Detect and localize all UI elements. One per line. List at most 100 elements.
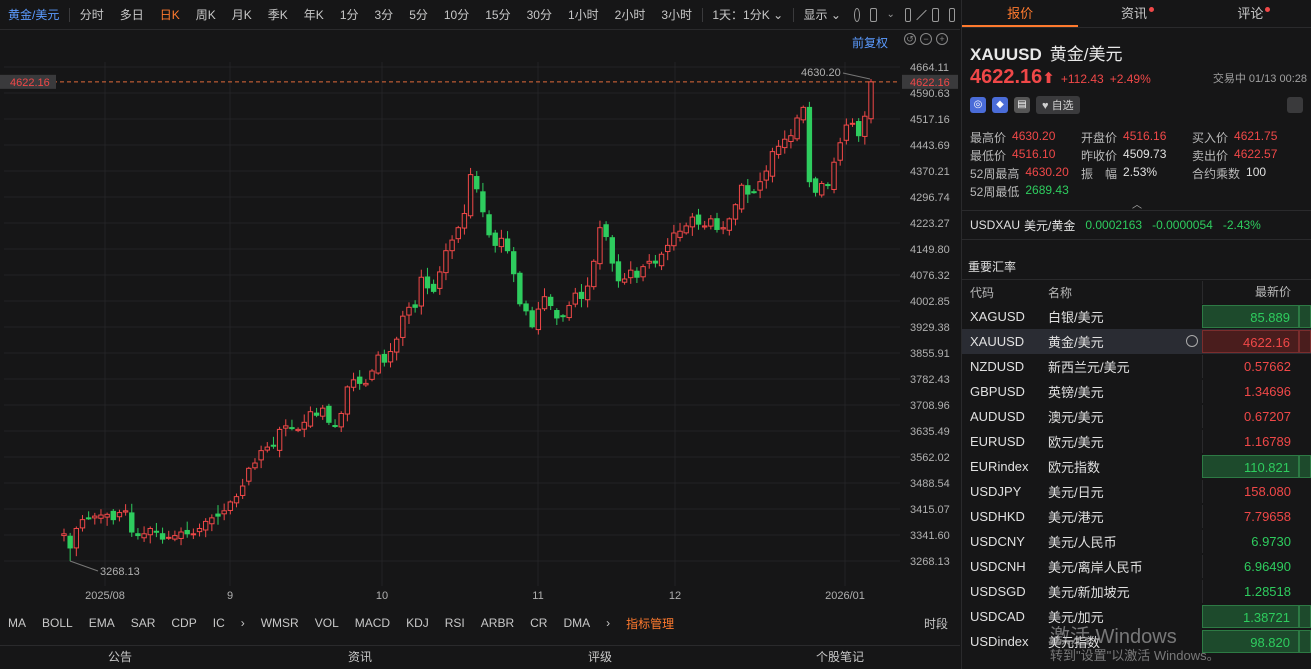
- reset-icon[interactable]: ↺: [904, 33, 916, 45]
- fx-row[interactable]: USDJPY 美元/日元 158.080: [962, 479, 1311, 504]
- restore-right-button[interactable]: 前复权: [852, 36, 889, 50]
- candle-body: [554, 310, 560, 319]
- fx-row[interactable]: USDCNH 美元/离岸人民币 6.96490: [962, 554, 1311, 579]
- cross-rate-row[interactable]: USDXAU 美元/黄金 0.0002163 -0.0000054 -2.43%: [962, 210, 1311, 240]
- fx-row[interactable]: GBPUSD 英镑/美元 1.34696: [962, 379, 1311, 404]
- period-tab[interactable]: 1小时: [567, 7, 599, 22]
- fx-flash-edge: [1299, 330, 1311, 353]
- bottom-tab[interactable]: 公告: [107, 650, 132, 664]
- candlestick-chart[interactable]: 4664.11 4590.63 4517.16 4443.69 4370.21 4296.…: [0, 30, 960, 605]
- indicator-item[interactable]: VOL: [314, 616, 339, 630]
- low-label: 3268.13: [100, 566, 140, 578]
- bell-icon[interactable]: [1287, 97, 1303, 113]
- ratio-selector[interactable]: 1天：1分K ⌄: [712, 7, 784, 22]
- settings-icon[interactable]: [853, 7, 861, 22]
- period-tab[interactable]: 15分: [485, 7, 511, 22]
- zoom-in-icon[interactable]: +: [936, 33, 948, 45]
- chart-svg[interactable]: 4664.11 4590.63 4517.16 4443.69 4370.21 4296.…: [0, 30, 960, 605]
- fx-price: 158.080: [1202, 480, 1299, 503]
- note-icon[interactable]: ▤: [1014, 97, 1030, 113]
- period-tab[interactable]: 5分: [409, 7, 428, 22]
- indicator-item[interactable]: BOLL: [42, 616, 73, 630]
- quote-tab[interactable]: 报价: [962, 0, 1079, 27]
- indicator-next-icon[interactable]: ›: [606, 616, 611, 630]
- indicator-item[interactable]: EMA: [88, 616, 115, 630]
- period-tab[interactable]: 分时: [79, 7, 104, 22]
- indicator-item[interactable]: CR: [530, 616, 548, 630]
- checkbox-icon[interactable]: [870, 7, 877, 22]
- indicator-manager[interactable]: 指标管理: [626, 616, 675, 631]
- col-price[interactable]: 最新价: [1202, 280, 1299, 304]
- bottom-tab[interactable]: 个股笔记: [815, 650, 864, 664]
- zoom-out-icon[interactable]: −: [920, 33, 932, 45]
- fx-row[interactable]: AUDUSD 澳元/美元 0.67207: [962, 404, 1311, 429]
- indicator-item[interactable]: MA: [8, 616, 26, 630]
- indicator-item[interactable]: ARBR: [480, 616, 515, 630]
- display-dropdown[interactable]: 显示 ⌄: [803, 7, 841, 22]
- fx-code: XAGUSD: [970, 309, 1025, 324]
- x-tick-label: 11: [532, 590, 543, 602]
- period-tab[interactable]: 日K: [159, 7, 180, 22]
- indicator-item[interactable]: SAR: [130, 616, 156, 630]
- candle-body: [202, 520, 209, 531]
- period-tab[interactable]: 多日: [119, 7, 144, 22]
- fx-row[interactable]: EURindex 欧元指数 110.821: [962, 454, 1311, 479]
- fx-row[interactable]: USDCNY 美元/人民币 6.9730: [962, 529, 1311, 554]
- col-name[interactable]: 名称: [1048, 285, 1073, 300]
- indicator-bar: MA BOLL EMA SAR CDP IC › WMSR VOL MACD KDJ RSI ARBR C…: [0, 612, 960, 634]
- fx-row[interactable]: NZDUSD 新西兰元/美元 0.57662: [962, 354, 1311, 379]
- stat-label: 开盘价: [1081, 130, 1118, 145]
- col-code[interactable]: 代码: [970, 285, 995, 300]
- indicator-item[interactable]: IC: [212, 616, 225, 630]
- fx-row[interactable]: USDCAD 美元/加元 1.38721: [962, 604, 1311, 629]
- session-button[interactable]: 时段: [923, 616, 948, 631]
- indicator-item[interactable]: MACD: [354, 616, 391, 630]
- quote-tab[interactable]: 资讯: [1078, 0, 1194, 27]
- period-tab[interactable]: 年K: [303, 7, 324, 22]
- quote-tab[interactable]: 评论: [1195, 0, 1311, 27]
- fullscreen-icon[interactable]: [948, 7, 955, 22]
- candle-body: [172, 535, 178, 540]
- x-tick-label: 2026/01: [825, 590, 865, 602]
- stat-row: 52周最高 4630.20 振 幅 2.53% 合约乘数 100: [970, 164, 1306, 182]
- period-tab[interactable]: 10分: [443, 7, 470, 22]
- bottom-tab[interactable]: 资讯: [347, 650, 372, 664]
- tag-icon[interactable]: ◆: [992, 97, 1008, 113]
- favorite-button[interactable]: ♥ 自选: [1036, 96, 1080, 114]
- period-tab[interactable]: 30分: [526, 7, 552, 22]
- period-tab[interactable]: 3分: [374, 7, 394, 22]
- fx-row[interactable]: USDindex 美元指数 98.820: [962, 629, 1311, 654]
- expand-icon[interactable]: [932, 7, 939, 22]
- target-icon[interactable]: [1186, 335, 1198, 347]
- fx-row[interactable]: XAGUSD 白银/美元 85.889: [962, 304, 1311, 329]
- indicator-item[interactable]: WMSR: [260, 616, 299, 630]
- bottom-tab[interactable]: 评级: [587, 650, 612, 664]
- globe-icon[interactable]: ◎: [970, 97, 986, 113]
- period-tab[interactable]: 2小时: [614, 7, 646, 22]
- period-tab[interactable]: 季K: [267, 7, 288, 22]
- pen-icon[interactable]: [916, 9, 928, 20]
- crosshair-icon[interactable]: ⌄: [886, 8, 895, 20]
- fx-row[interactable]: USDHKD 美元/港元 7.79658: [962, 504, 1311, 529]
- symbol-selector[interactable]: 黄金/美元: [8, 7, 60, 22]
- period-tab[interactable]: 月K: [231, 7, 252, 22]
- period-tab[interactable]: 周K: [195, 7, 216, 22]
- fx-row[interactable]: XAUUSD 黄金/美元 4622.16: [962, 329, 1311, 354]
- collapse-chevron-icon[interactable]: ︿: [1132, 200, 1142, 211]
- fx-row[interactable]: EURUSD 欧元/美元 1.16789: [962, 429, 1311, 454]
- stat-label: 合约乘数: [1192, 166, 1241, 181]
- candle-body: [67, 535, 73, 549]
- fx-row[interactable]: USDSGD 美元/新加坡元 1.28518: [962, 579, 1311, 604]
- candle-body: [474, 176, 480, 190]
- indicator-item[interactable]: KDJ: [406, 616, 429, 630]
- indicator-item[interactable]: RSI: [444, 616, 465, 630]
- period-tab-more[interactable]: 3小时: [661, 7, 693, 22]
- fx-code: USDJPY: [970, 484, 1022, 499]
- stat-label: 卖出价: [1192, 148, 1229, 163]
- period-tab[interactable]: 1分: [339, 7, 359, 22]
- candle-body: [708, 218, 714, 227]
- indicator-item[interactable]: DMA: [563, 616, 591, 630]
- camera-icon[interactable]: [904, 7, 912, 22]
- indicator-item[interactable]: CDP: [171, 616, 197, 630]
- indicator-next-icon[interactable]: ›: [240, 616, 245, 630]
